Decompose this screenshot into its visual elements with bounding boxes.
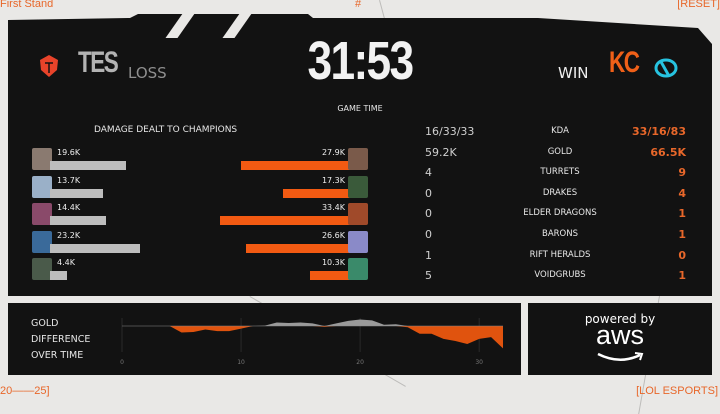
- x-tick-label: 10: [237, 359, 245, 366]
- kc-lead-area: [122, 326, 503, 348]
- x-tick-label: 0: [120, 359, 124, 366]
- aws-logo: aws: [528, 320, 712, 351]
- aws-smile-icon: [596, 351, 646, 365]
- tes-lead-area: [122, 320, 503, 326]
- x-tick-label: 20: [356, 359, 364, 366]
- x-tick-label: 30: [475, 359, 483, 366]
